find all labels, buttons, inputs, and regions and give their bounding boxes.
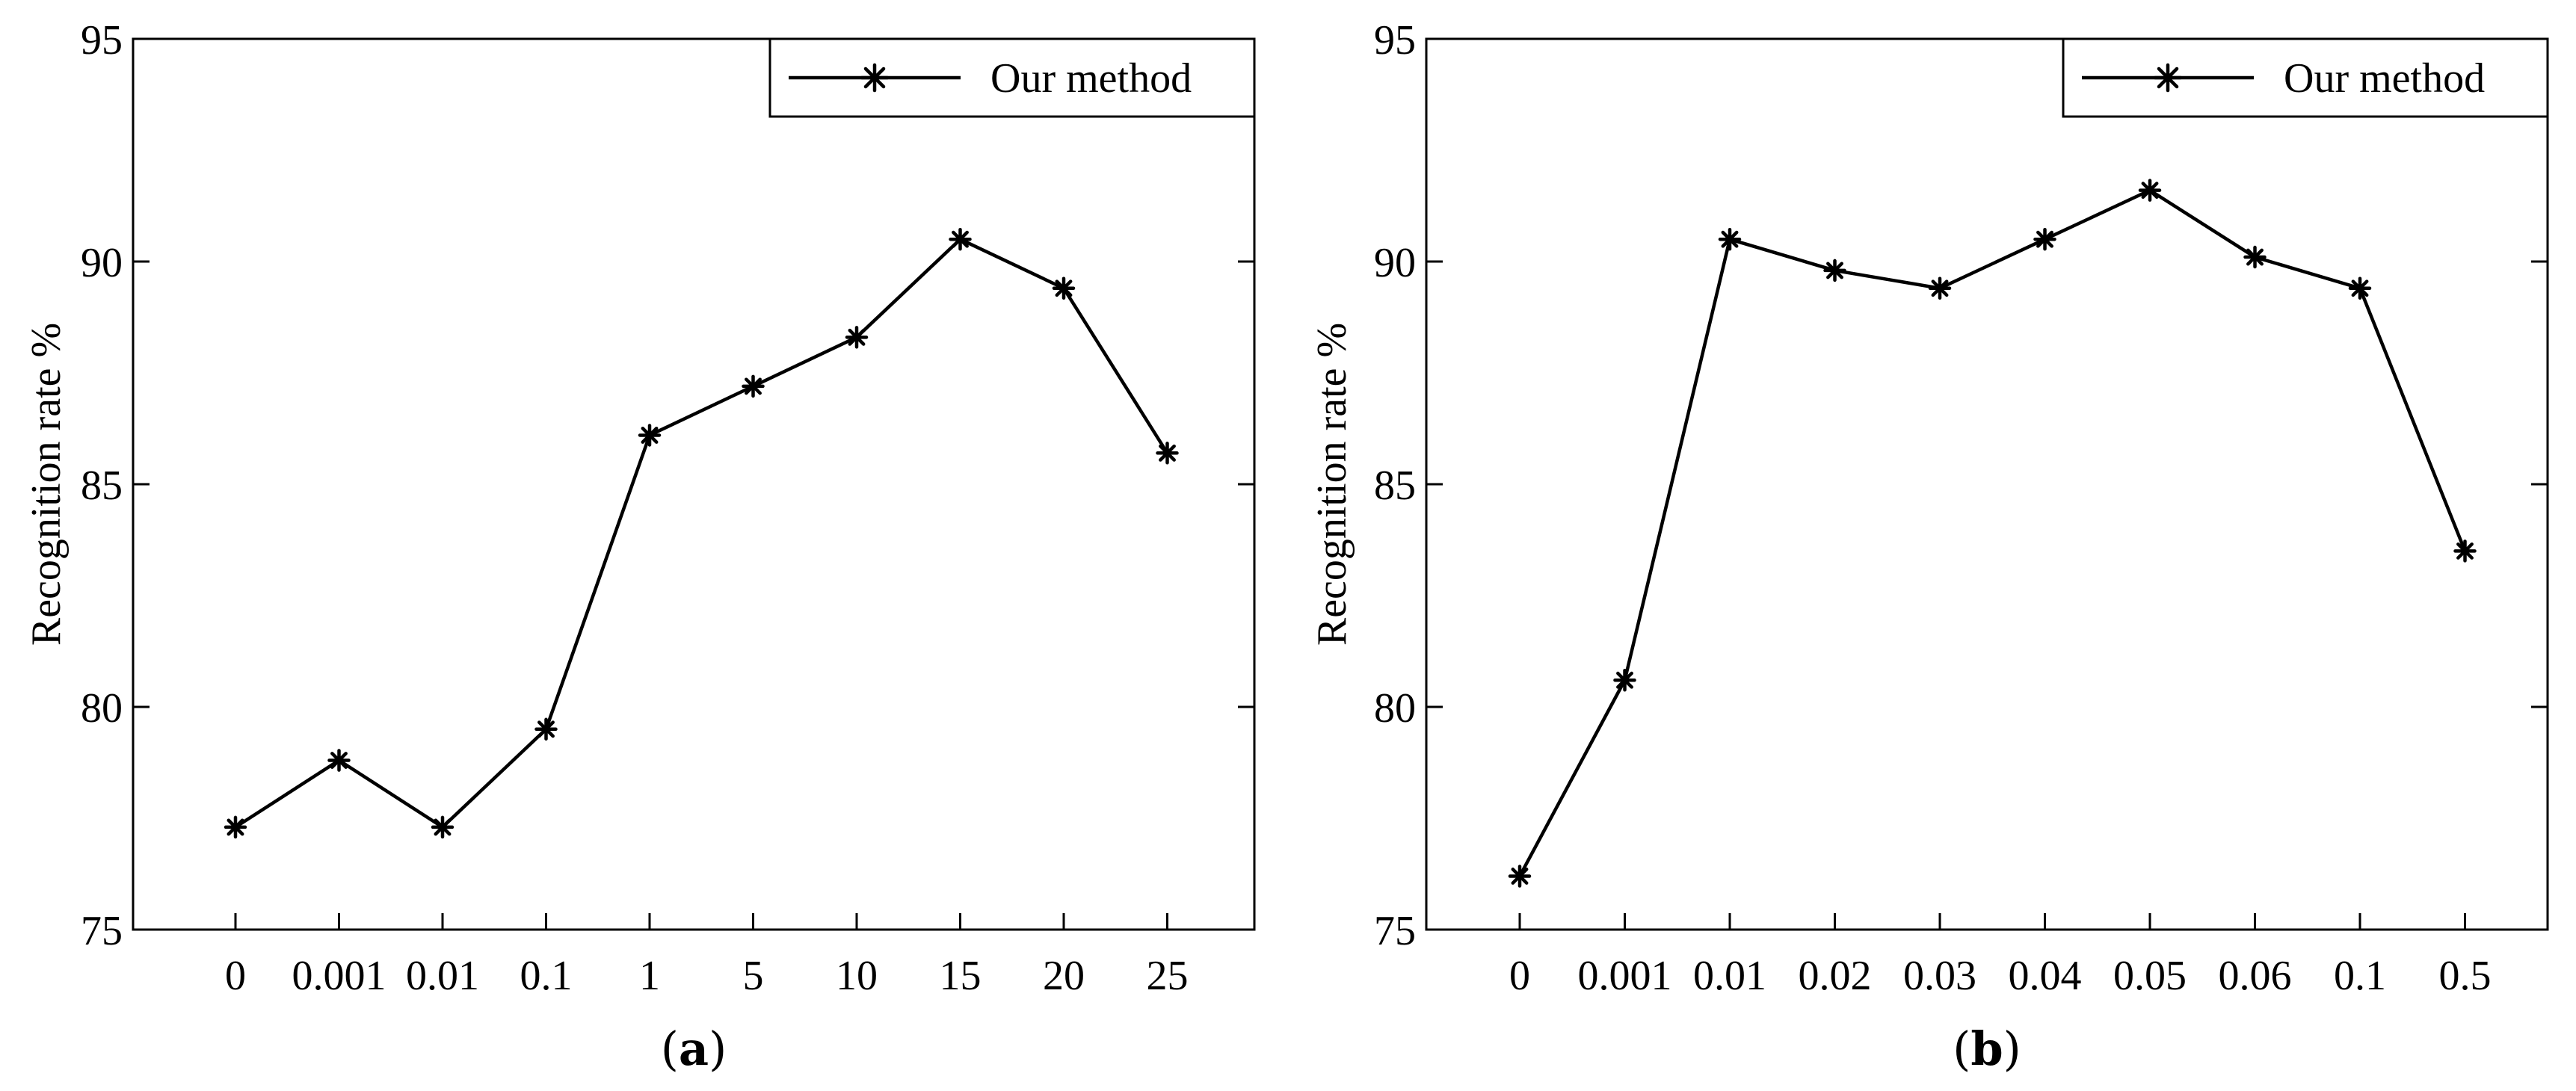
x-tick-label: 0.02 [1799,953,1872,999]
data-point: 20: 89.4 [1052,276,1076,300]
y-tick-label: 95 [81,17,123,64]
x-tick-label: 0.04 [2009,953,2082,999]
x-tick-label: 0.1 [520,953,573,999]
x-tick-label: 0.06 [2219,953,2292,999]
y-tick-label: 75 [81,908,123,954]
x-tick-label: 0 [1509,953,1530,999]
x-axis-a: 0 0.001 0.01 0.1 1 5 10 15 20 25 [225,913,1189,999]
y-tick-label: 90 [81,240,123,286]
data-point: 0.01: 90.5 [1718,227,1742,251]
data-point: 25: 85.7 [1156,442,1179,465]
data-point: 0.01: 77.3 [431,815,455,839]
data-point: 1: 86.1 [638,424,662,447]
panel-label-b: (b) [1953,1022,2021,1076]
legend-b: Our method [2062,37,2549,118]
x-tick-label: 0.05 [2113,953,2187,999]
y-tick-label: 90 [1374,240,1416,286]
x-tick-label: 0.01 [1693,953,1766,999]
plot-frame-b [1425,37,2549,931]
data-point: 5: 87.2 [742,374,765,398]
x-tick-label: 0.5 [2439,953,2492,999]
y-axis-label-b: Recognition rate % [1309,323,1355,646]
y-axis-a: 75 80 85 90 95 [81,17,1254,954]
x-tick-label: 0.001 [1578,953,1672,999]
x-tick-label: 1 [639,953,660,999]
data-point: 0.1: 79.5 [534,717,558,741]
y-axis-label-a: Recognition rate % [23,323,70,646]
x-tick-label: 20 [1043,953,1085,999]
series-line-b [1518,188,2467,877]
panel-label-a: (a) [661,1022,727,1076]
chart-panel-b: 75 80 85 90 95 0 0.001 0.01 0.02 0.03 0.04 0.05 0.0… [1309,17,2549,1076]
data-point: 15: 90.5 [949,227,972,251]
panel-letter-a: a [679,1022,709,1076]
data-point: 0.001: 80.6 [1613,668,1636,692]
legend-star-marker [860,63,890,93]
legend-box-b [2062,37,2549,118]
legend-label-b: Our method [2284,55,2485,102]
x-tick-label: 25 [1147,953,1189,999]
y-tick-label: 75 [1374,908,1416,954]
x-tick-label: 5 [743,953,764,999]
panel-letter-b: b [1970,1022,2003,1076]
data-point: 0.5: 83.5 [2453,540,2477,563]
y-tick-label: 80 [1374,685,1416,732]
legend-marker-b [2153,63,2183,93]
data-point: 0.05: 91.6 [2138,179,2162,202]
y-axis-b: 75 80 85 90 95 [1374,17,2548,954]
legend-marker-a [860,63,890,93]
series-line-a [234,237,1169,829]
series-markers-b: 0: 76.2 0.001: 80.6 0.01: 90.5 0.02: 89.8 0.… [1508,179,2477,888]
data-point: 10: 88.3 [845,326,869,349]
y-tick-label: 85 [1374,463,1416,509]
x-tick-label: 0.001 [292,953,386,999]
legend-star-marker [2153,63,2183,93]
x-tick-label: 0.1 [2334,953,2386,999]
plot-frame-a [132,37,1256,931]
x-tick-label: 10 [836,953,878,999]
legend-box-a [768,37,1256,118]
x-axis-b: 0 0.001 0.01 0.02 0.03 0.04 0.05 0.06 0.1 0.5 [1509,913,2492,999]
y-tick-label: 80 [81,685,123,732]
data-point: 0.06: 90.1 [2243,245,2267,269]
legend-a: Our method [768,37,1256,118]
x-tick-label: 0 [225,953,246,999]
x-tick-label: 15 [940,953,982,999]
y-tick-label: 95 [1374,17,1416,64]
series-markers-a: 0: 77.3 0.001: 78.8 0.01: 77.3 0.1: 79.5 1: … [224,227,1179,839]
data-point: 0.1: 89.4 [2348,276,2372,300]
data-point: 0.03: 89.4 [1928,276,1952,300]
data-point: 0.04: 90.5 [2033,227,2056,251]
legend-label-a: Our method [990,55,1192,102]
y-tick-label: 85 [81,463,123,509]
data-point: 0.001: 78.8 [327,749,351,772]
data-point: 0: 76.2 [1508,865,1532,888]
data-point: 0: 77.3 [224,815,247,839]
x-tick-label: 0.03 [1903,953,1976,999]
x-tick-label: 0.01 [406,953,479,999]
data-point: 0.02: 89.8 [1823,259,1846,282]
